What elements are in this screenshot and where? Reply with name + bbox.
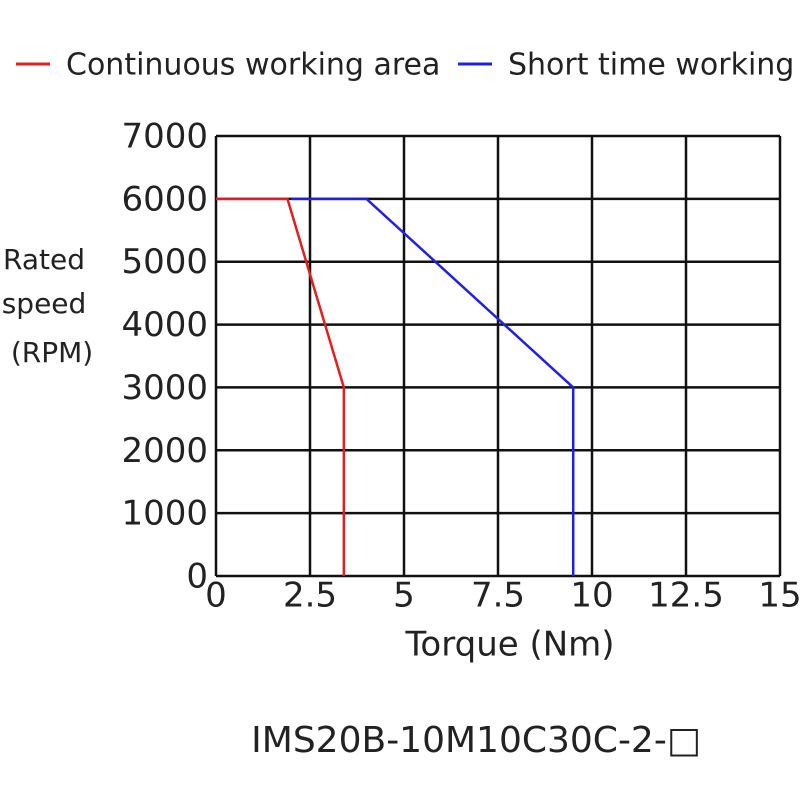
y-axis-label: speed xyxy=(2,287,87,320)
x-tick-label: 2.5 xyxy=(283,576,337,616)
line xyxy=(216,197,346,576)
y-tick-label: 4000 xyxy=(121,305,208,345)
x-tick-label: 12.5 xyxy=(648,576,724,616)
y-tick-label: 3000 xyxy=(121,368,208,408)
y-axis-label: (RPM) xyxy=(11,336,93,369)
y-tick-label: 0 xyxy=(186,557,208,597)
y-tick-label: 7000 xyxy=(121,117,208,157)
y-axis-label: Rated xyxy=(3,243,85,276)
x-axis-label: Torque (Nm) xyxy=(404,625,614,665)
y-tick-label: 1000 xyxy=(121,494,208,534)
x-tick-label: 10 xyxy=(570,576,613,616)
legend-label: Continuous working area xyxy=(66,48,440,83)
x-tick-label: 5 xyxy=(393,576,415,616)
caption: IMS20B-10M10C30C-2-□ xyxy=(251,720,701,761)
legend-label: Short time working xyxy=(508,48,794,83)
x-tick-label: 7.5 xyxy=(471,576,525,616)
x-tick-label: 0 xyxy=(205,576,227,616)
y-tick-label: 5000 xyxy=(121,242,208,282)
x-tick-label: 15 xyxy=(758,576,800,616)
y-tick-label: 6000 xyxy=(121,179,208,219)
line xyxy=(291,197,575,576)
y-tick-label: 2000 xyxy=(121,431,208,471)
